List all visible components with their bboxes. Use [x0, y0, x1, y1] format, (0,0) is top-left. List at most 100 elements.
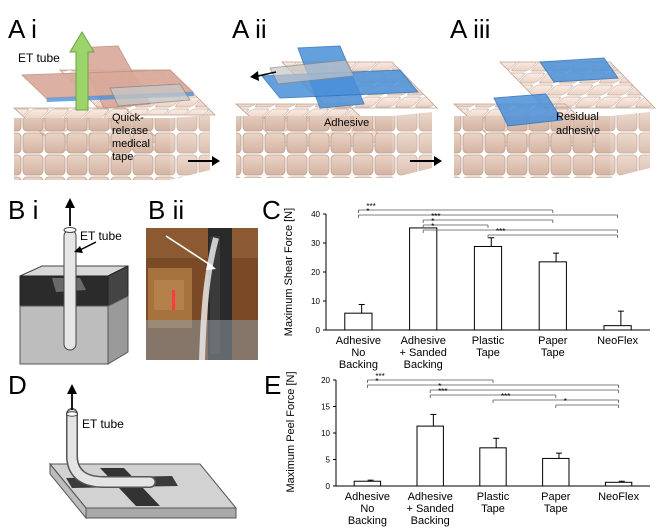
- c-sig-label: ***: [366, 202, 375, 211]
- panel-b-i-illustration: ET tube: [19, 198, 129, 365]
- panel-a-illustration: ET tube Quick- release medical tape Adhe…: [12, 31, 656, 180]
- panel-label-d: D: [8, 370, 27, 400]
- c-xtick-label: NeoFlex: [597, 335, 638, 347]
- c-bar: [603, 325, 632, 331]
- tube-removal-arrow-icon: [250, 71, 277, 81]
- residual-label-line-2: adhesive: [556, 125, 600, 137]
- e-xtick-label: Adhesive: [408, 491, 453, 503]
- et-tube-label-d: ET tube: [82, 417, 124, 431]
- tape-label-line-4: tape: [112, 151, 133, 163]
- et-tube-label-a-i: ET tube: [18, 51, 60, 65]
- panel-label-b-i: B i: [8, 195, 39, 225]
- e-ytick-label: 0: [326, 482, 331, 491]
- panel-b-ii-photo: [146, 228, 258, 360]
- pull-up-arrow-icon: [69, 31, 95, 111]
- c-sig-label: ***: [431, 212, 440, 221]
- e-bar: [604, 481, 633, 487]
- c-sig-label: *: [431, 222, 434, 231]
- c-ytick-label: 30: [311, 239, 320, 248]
- e-bar: [542, 457, 570, 487]
- shear-chart-yticks: 0 10 20 30 40: [311, 210, 326, 335]
- c-sig-label: ***: [496, 227, 505, 236]
- pull-up-arrow-icon: [67, 384, 77, 410]
- residual-label-line-1: Residual: [556, 111, 599, 123]
- e-ytick-label: 20: [321, 376, 330, 385]
- c-xtick-label: Tape: [541, 347, 565, 359]
- arrow-right-icon: [410, 156, 442, 166]
- e-xtick-label: No: [360, 503, 374, 515]
- e-sig-label: *: [375, 377, 378, 386]
- shear-chart-error-bars: [358, 237, 624, 326]
- panel-label-a-iii: A iii: [450, 14, 491, 44]
- c-bar: [344, 312, 373, 331]
- et-tube-d: [66, 408, 156, 488]
- tape-label-line-1: Quick-: [112, 112, 144, 124]
- e-sig-label: *: [564, 397, 567, 406]
- e-xtick-label: Plastic: [477, 491, 510, 503]
- e-ytick-label: 5: [326, 456, 331, 465]
- e-bar: [416, 425, 444, 487]
- e-xtick-label: Tape: [481, 503, 505, 515]
- adhesive-label: Adhesive: [324, 117, 369, 129]
- peel-chart-bars: [353, 425, 633, 487]
- e-xtick-label: + Sanded: [406, 503, 453, 515]
- arrow-right-icon: [188, 156, 220, 166]
- c-bar: [409, 227, 438, 331]
- panel-label-a-ii: A ii: [232, 14, 267, 44]
- panel-label-a-i: A i: [8, 14, 37, 44]
- panel-label-c: C: [262, 195, 281, 225]
- c-xtick-label: Plastic: [472, 335, 505, 347]
- e-sig-label: ***: [375, 372, 384, 381]
- c-bar: [473, 245, 503, 331]
- e-sig-label: *: [438, 382, 441, 391]
- panel-d-illustration: ET tube: [48, 384, 238, 520]
- tape-label-line-3: medical: [112, 138, 150, 150]
- et-tube-a-ii: [269, 59, 355, 85]
- e-sig-label: ***: [438, 387, 447, 396]
- c-ytick-label: 20: [311, 268, 320, 277]
- c-bar: [538, 261, 567, 331]
- e-xtick-label: Adhesive: [345, 491, 390, 503]
- c-xtick-label: Tape: [476, 347, 500, 359]
- c-xtick-label: Adhesive: [401, 335, 446, 347]
- pull-up-arrow-icon: [65, 198, 75, 226]
- c-xtick-label: Paper: [538, 335, 568, 347]
- et-tube-a-i: [109, 83, 191, 107]
- panel-label-e: E: [264, 370, 282, 400]
- c-xtick-label: Backing: [339, 359, 378, 371]
- c-xtick-label: Backing: [404, 359, 443, 371]
- residual-adhesive-a-iii: [493, 57, 619, 127]
- e-sig-label: ***: [501, 392, 510, 401]
- et-tube-pointer: [74, 241, 97, 253]
- c-sig-label: *: [366, 207, 369, 216]
- e-ytick-label: 10: [321, 429, 330, 438]
- e-xtick-label: NeoFlex: [598, 491, 639, 503]
- shear-chart-bars: [344, 227, 632, 331]
- c-xtick-label: Adhesive: [336, 335, 381, 347]
- e-ytick-label: 15: [321, 403, 330, 412]
- et-tube-label-b-i: ET tube: [80, 229, 122, 243]
- panel-label-b-ii: B ii: [148, 195, 185, 225]
- c-sig-label: *: [431, 217, 434, 226]
- e-xtick-label: Backing: [411, 515, 450, 527]
- c-ytick-label: 10: [311, 297, 320, 306]
- peel-chart-significance: ************: [367, 372, 620, 408]
- e-xtick-label: Backing: [348, 515, 387, 527]
- tape-label-line-2: release: [112, 125, 148, 137]
- peel-chart-yticks: 0 5 10 15 20: [321, 376, 336, 491]
- c-ytick-label: 0: [316, 326, 321, 335]
- shear-chart-ylabel: Maximum Shear Force [N]: [283, 208, 295, 336]
- c-xtick-label: + Sanded: [399, 347, 446, 359]
- e-xtick-label: Tape: [544, 503, 568, 515]
- et-tube-b-i: [63, 227, 77, 351]
- c-xtick-label: No: [351, 347, 365, 359]
- peel-chart-error-bars: [367, 413, 625, 483]
- peel-chart-ylabel: Maximum Peel Force [N]: [285, 371, 297, 492]
- shear-chart-significance: ************: [358, 202, 619, 238]
- e-bar: [479, 447, 507, 487]
- c-ytick-label: 40: [311, 210, 320, 219]
